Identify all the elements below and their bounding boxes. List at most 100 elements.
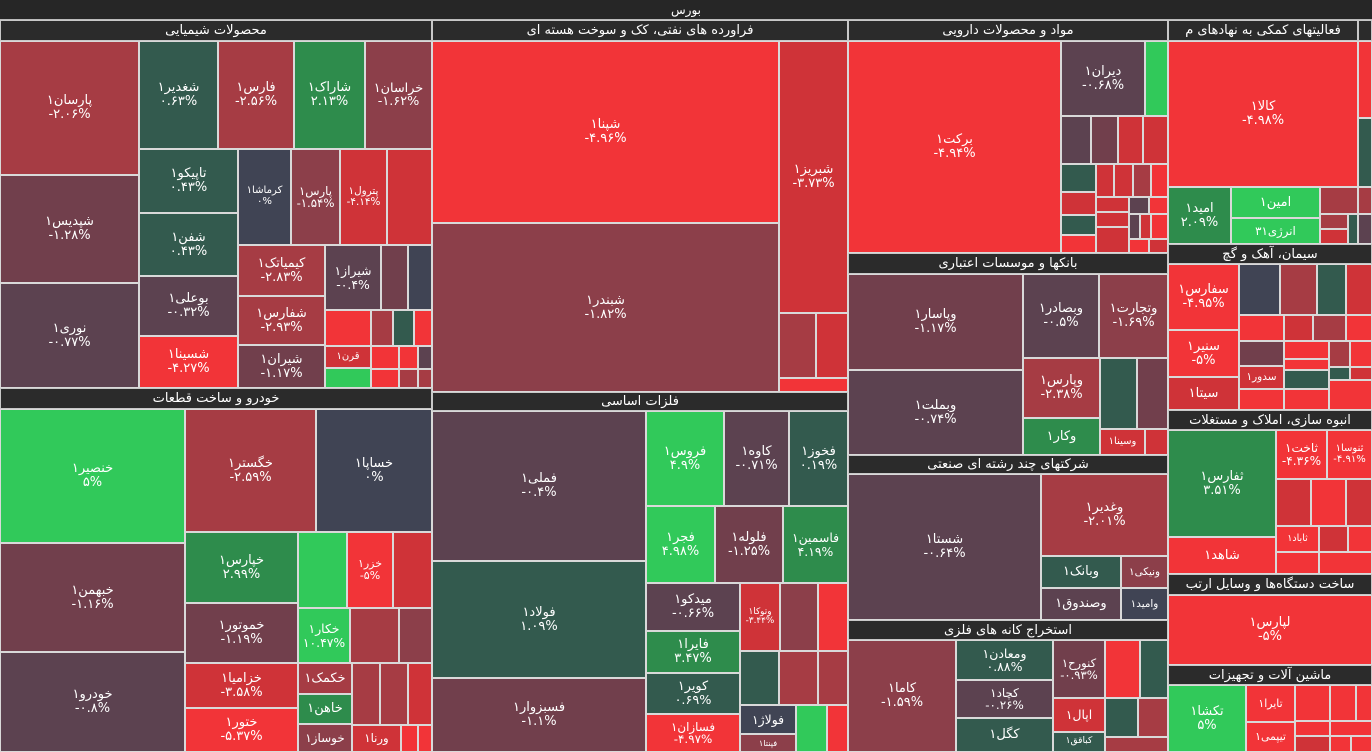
stock-tile-unlabeled[interactable] [393, 532, 432, 608]
stock-tile[interactable]: بوعلی۱ -۰.۳۲% [139, 276, 238, 336]
stock-tile[interactable]: فخوز۱ ۰.۱۹% [789, 411, 848, 506]
stock-tile[interactable]: کیمیاتک۱ -۲.۸۳% [238, 245, 325, 296]
stock-tile-unlabeled[interactable] [1105, 640, 1140, 698]
stock-tile-unlabeled[interactable] [1061, 235, 1096, 253]
stock-tile-unlabeled[interactable] [1330, 736, 1351, 752]
stock-tile[interactable]: شپنا۱ -۴.۹۶% [432, 41, 779, 223]
sector-title[interactable]: شرکتهای چند رشته ای صنعتی [848, 455, 1168, 474]
stock-tile-unlabeled[interactable] [1145, 41, 1168, 116]
sector-title[interactable]: ماشین آلات و تجهیزات [1168, 665, 1372, 685]
stock-tile-unlabeled[interactable] [1061, 215, 1096, 235]
stock-tile[interactable]: فاسمین۱ ۴.۱۹% [783, 506, 848, 583]
stock-tile-unlabeled[interactable] [1358, 214, 1372, 244]
stock-tile[interactable]: وسینا۱ [1100, 429, 1145, 455]
stock-tile[interactable]: امید۱ ۲.۰۹% [1168, 187, 1231, 244]
stock-tile[interactable]: ثاباد۱ [1276, 526, 1319, 552]
sector-title[interactable]: فراورده های نفتی، کک و سوخت هسته ای [432, 20, 848, 41]
stock-tile[interactable]: فلوله۱ -۱.۲۵% [715, 506, 783, 583]
stock-tile[interactable]: وتوکا۱ -۳.۴۴% [740, 583, 780, 651]
stock-tile-unlabeled[interactable] [1356, 685, 1372, 721]
stock-tile[interactable]: امین۱ [1231, 187, 1320, 218]
stock-tile-unlabeled[interactable] [1330, 685, 1356, 721]
stock-tile-unlabeled[interactable] [418, 725, 432, 752]
stock-tile[interactable]: پارسان۱ -۲.۰۶% [0, 41, 139, 175]
stock-tile-unlabeled[interactable] [1346, 479, 1372, 526]
stock-tile-unlabeled[interactable] [818, 651, 848, 705]
stock-tile[interactable]: شاهد۱ [1168, 537, 1276, 574]
stock-tile[interactable]: سدور۱ [1239, 366, 1284, 389]
stock-tile[interactable]: خکار۱ ۱۰.۴۷% [298, 608, 350, 663]
stock-tile-unlabeled[interactable] [1239, 389, 1284, 410]
stock-tile-unlabeled[interactable] [1358, 118, 1372, 187]
stock-tile-unlabeled[interactable] [418, 346, 432, 369]
stock-tile-unlabeled[interactable] [1284, 370, 1329, 389]
stock-tile-unlabeled[interactable] [1320, 214, 1348, 229]
stock-tile-unlabeled[interactable] [418, 369, 432, 388]
stock-tile-unlabeled[interactable] [1329, 380, 1372, 410]
stock-tile-unlabeled[interactable] [1140, 640, 1168, 698]
stock-tile-unlabeled[interactable] [1295, 736, 1330, 752]
stock-tile[interactable]: خزر۱ -۵% [347, 532, 393, 608]
sector-title[interactable]: فلزات اساسی [432, 392, 848, 411]
stock-tile[interactable]: فایرا۱ ۳.۴۷% [646, 631, 740, 673]
stock-tile[interactable]: شستا۱ -۰.۶۴% [848, 474, 1041, 620]
stock-tile[interactable]: کنورح۱ -۰.۹۳% [1053, 640, 1105, 698]
stock-tile[interactable]: اپال۱ [1053, 698, 1105, 732]
stock-tile[interactable]: وتجارت۱ -۱.۶۹% [1099, 274, 1168, 358]
stock-tile-unlabeled[interactable] [827, 705, 848, 752]
stock-tile[interactable]: ثاخت۱ -۴.۳۶% [1276, 430, 1327, 479]
stock-tile[interactable]: فولاژ۱ [740, 705, 796, 734]
stock-tile-unlabeled[interactable] [1129, 239, 1149, 253]
stock-tile-unlabeled[interactable] [1096, 212, 1129, 227]
stock-tile[interactable]: خگستر۱ -۲.۵۹% [185, 409, 316, 532]
stock-tile[interactable]: سیتا۱ [1168, 377, 1239, 410]
stock-tile[interactable]: شفارس۱ -۲.۹۳% [238, 296, 325, 345]
stock-tile[interactable]: ثفارس۱ ۳.۵۱% [1168, 430, 1276, 537]
stock-tile-unlabeled[interactable] [1319, 526, 1348, 552]
stock-tile-unlabeled[interactable] [1100, 358, 1137, 429]
stock-tile[interactable]: ختور۱ -۵.۳۷% [185, 708, 298, 752]
stock-tile-unlabeled[interactable] [1346, 315, 1372, 341]
stock-tile[interactable]: وامید۱ [1121, 588, 1168, 620]
stock-tile-unlabeled[interactable] [1140, 214, 1151, 239]
stock-tile-unlabeled[interactable] [1319, 552, 1372, 574]
stock-tile[interactable]: وپارس۱ -۲.۳۸% [1023, 358, 1100, 418]
stock-tile-unlabeled[interactable] [1151, 164, 1168, 197]
stock-tile[interactable]: فروس۱ ۴.۹% [646, 411, 724, 506]
stock-tile-unlabeled[interactable] [381, 245, 408, 310]
stock-tile[interactable]: کاوه۱ -۰.۷۱% [724, 411, 789, 506]
stock-tile[interactable]: تکشا۱ ۵% [1168, 685, 1246, 752]
stock-tile[interactable]: خوساز۱ [298, 724, 352, 752]
stock-tile[interactable]: شبندر۱ -۱.۸۲% [432, 223, 779, 392]
stock-tile[interactable]: خراسان۱ -۱.۶۲% [365, 41, 432, 149]
stock-tile[interactable]: فسازان۱ -۴.۹۷% [646, 714, 740, 752]
stock-tile[interactable]: کویر۱ ۰.۶۹% [646, 673, 740, 714]
stock-tile-unlabeled[interactable] [780, 583, 818, 651]
stock-tile[interactable]: کچاد۱ -۰.۲۶% [956, 680, 1053, 718]
stock-tile[interactable]: تایرا۱ [1246, 685, 1295, 722]
stock-tile-unlabeled[interactable] [796, 705, 827, 752]
stock-tile-unlabeled[interactable] [779, 313, 816, 378]
stock-tile-unlabeled[interactable] [1133, 164, 1151, 197]
stock-tile[interactable]: ثنوسا۱ -۴.۹۱% [1327, 430, 1372, 479]
stock-tile[interactable]: فپنتا۱ [740, 734, 796, 752]
stock-tile-unlabeled[interactable] [1091, 116, 1118, 164]
stock-tile-unlabeled[interactable] [1149, 197, 1168, 214]
stock-tile-unlabeled[interactable] [1129, 197, 1149, 214]
stock-tile-unlabeled[interactable] [1313, 315, 1346, 341]
stock-tile-unlabeled[interactable] [399, 346, 418, 369]
stock-tile-unlabeled[interactable] [1351, 736, 1372, 752]
stock-tile[interactable]: پارس۱ -۱.۵۴% [291, 149, 340, 245]
stock-tile-unlabeled[interactable] [1276, 479, 1311, 526]
stock-tile-unlabeled[interactable] [393, 310, 414, 346]
stock-tile[interactable]: سفارس۱ -۴.۹۵% [1168, 264, 1239, 330]
stock-tile-unlabeled[interactable] [1320, 229, 1348, 244]
stock-tile[interactable]: شبریز۱ -۳.۷۳% [779, 41, 848, 313]
stock-tile-unlabeled[interactable] [1061, 192, 1096, 215]
stock-tile-unlabeled[interactable] [1346, 264, 1372, 315]
sector-title[interactable]: بانکها و موسسات اعتباری [848, 253, 1168, 274]
stock-tile[interactable]: خبهمن۱ -۱.۱۶% [0, 543, 185, 652]
stock-tile-unlabeled[interactable] [414, 310, 432, 346]
stock-tile-unlabeled[interactable] [371, 346, 399, 369]
stock-tile-unlabeled[interactable] [1280, 264, 1317, 315]
